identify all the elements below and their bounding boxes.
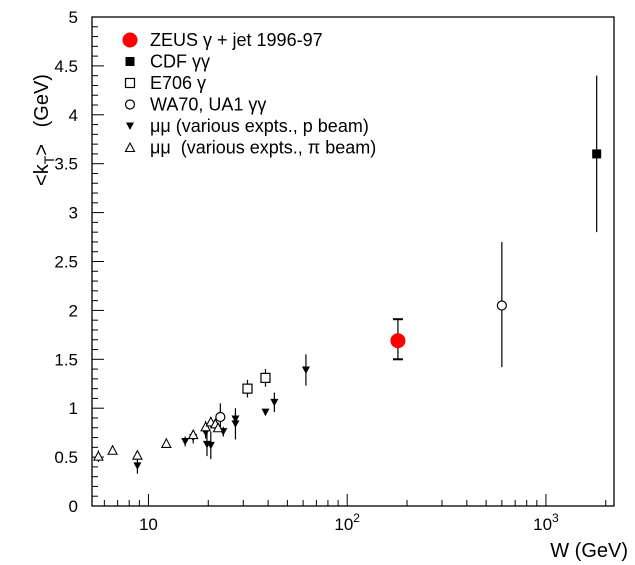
data-point bbox=[390, 333, 406, 349]
data-point bbox=[215, 411, 226, 423]
legend-entry: E706 γ bbox=[124, 73, 206, 93]
legend-marker bbox=[122, 32, 138, 48]
legend-entry: μμ (various expts., π beam) bbox=[124, 138, 376, 158]
legend-marker bbox=[124, 141, 136, 153]
series-2 bbox=[242, 369, 271, 398]
marker-shape bbox=[181, 437, 190, 446]
y-tick-label: 3.5 bbox=[54, 155, 78, 174]
x-tick-exponent: 3 bbox=[552, 511, 559, 525]
y-tick-label: 1.5 bbox=[54, 350, 78, 369]
marker-shape bbox=[122, 32, 138, 48]
marker-shape bbox=[160, 437, 172, 448]
marker-shape bbox=[592, 149, 602, 159]
legend-entry: WA70, UA1 γγ bbox=[124, 95, 266, 115]
legend-label: μμ (various expts., p beam) bbox=[150, 116, 369, 136]
marker-shape bbox=[131, 449, 143, 460]
marker-shape bbox=[124, 99, 136, 110]
marker-shape bbox=[260, 372, 271, 383]
marker-shape bbox=[133, 462, 142, 470]
data-point bbox=[107, 444, 118, 455]
y-tick-label: 2 bbox=[69, 301, 78, 320]
data-point bbox=[592, 149, 602, 159]
x-tick-base: 10 bbox=[334, 515, 353, 534]
y-tick-label: 4 bbox=[69, 106, 78, 125]
data-point bbox=[212, 422, 224, 433]
y-tick-label: 3 bbox=[69, 204, 78, 223]
data-point bbox=[187, 428, 199, 440]
marker-shape bbox=[261, 408, 270, 417]
series-3 bbox=[215, 241, 507, 431]
y-tick-label: 0 bbox=[69, 497, 78, 516]
marker-shape bbox=[92, 450, 104, 461]
legend-marker bbox=[124, 99, 136, 110]
marker-shape bbox=[107, 444, 118, 455]
data-point bbox=[200, 421, 212, 432]
marker-shape bbox=[390, 333, 406, 349]
marker-shape bbox=[212, 422, 224, 433]
marker-shape bbox=[496, 300, 507, 311]
legend-marker bbox=[126, 122, 134, 130]
marker-shape bbox=[301, 366, 310, 375]
y-tick-label: 4.5 bbox=[54, 57, 78, 76]
data-point bbox=[181, 437, 190, 446]
y-tick-label: 1 bbox=[69, 399, 78, 418]
legend-entry: ZEUS γ + jet 1996-97 bbox=[122, 30, 323, 50]
legend-label: CDF γγ bbox=[150, 52, 210, 72]
legend-label: ZEUS γ + jet 1996-97 bbox=[150, 30, 323, 50]
legend-entry: μμ (various expts., p beam) bbox=[126, 116, 369, 136]
marker-shape bbox=[124, 77, 136, 89]
marker-shape bbox=[187, 428, 199, 440]
legend-label: E706 γ bbox=[150, 73, 206, 93]
x-tick-base: 10 bbox=[533, 515, 552, 534]
marker-shape bbox=[215, 411, 226, 423]
y-axis-label: <kT> (GeV) bbox=[31, 74, 57, 186]
series-0 bbox=[390, 318, 406, 361]
y-axis-label-subscript: T bbox=[41, 155, 57, 164]
x-tick-label: 103 bbox=[533, 511, 559, 534]
data-point bbox=[242, 383, 253, 394]
data-point bbox=[270, 398, 279, 407]
data-point bbox=[496, 300, 507, 311]
legend-label: WA70, UA1 γγ bbox=[150, 95, 266, 115]
x-tick-label: 10 bbox=[139, 515, 158, 534]
y-tick-label: 0.5 bbox=[54, 448, 78, 467]
legend-label: μμ (various expts., π beam) bbox=[150, 138, 376, 158]
marker-shape bbox=[124, 141, 136, 153]
y-tick-label: 2.5 bbox=[54, 253, 78, 272]
y-tick-label: 5 bbox=[69, 8, 78, 27]
data-point bbox=[231, 415, 240, 423]
marker-shape bbox=[242, 383, 253, 394]
x-tick-label: 102 bbox=[334, 511, 360, 534]
y-axis-label-part: <k bbox=[31, 163, 53, 186]
legend-marker bbox=[124, 77, 136, 89]
legend-entry: CDF γγ bbox=[125, 52, 210, 72]
marker-shape bbox=[200, 421, 212, 432]
y-axis-label-part: > (GeV) bbox=[31, 74, 53, 156]
data-point bbox=[261, 408, 270, 417]
marker-shape bbox=[270, 398, 279, 407]
data-point bbox=[133, 462, 142, 470]
marker-shape bbox=[231, 415, 240, 423]
x-tick-base: 10 bbox=[139, 515, 158, 534]
data-point bbox=[92, 450, 104, 461]
data-point bbox=[301, 366, 310, 375]
legend-marker bbox=[125, 57, 135, 66]
data-point bbox=[160, 437, 172, 448]
series-1 bbox=[592, 75, 602, 233]
series-5 bbox=[92, 416, 224, 462]
marker-shape bbox=[126, 122, 134, 130]
data-point bbox=[131, 449, 143, 460]
marker-shape bbox=[125, 57, 135, 66]
x-tick-exponent: 2 bbox=[353, 511, 360, 525]
data-point bbox=[206, 441, 215, 450]
marker-shape bbox=[206, 441, 215, 450]
y-axis-label-group: <kT> (GeV) bbox=[31, 74, 57, 186]
x-axis-label: W (GeV) bbox=[550, 540, 628, 562]
data-point bbox=[260, 372, 271, 383]
